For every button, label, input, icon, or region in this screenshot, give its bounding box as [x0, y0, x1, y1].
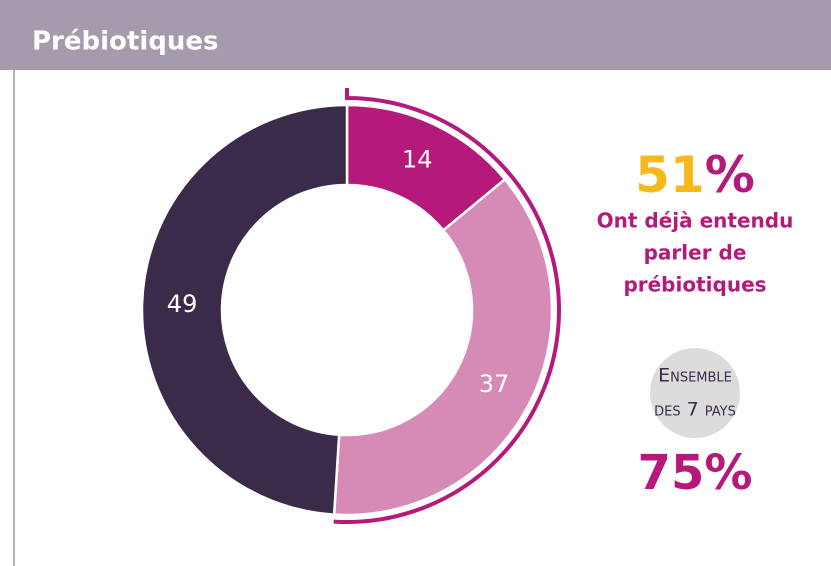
donut-segment: [332, 177, 554, 517]
highlight-arc: [333, 88, 561, 524]
headline-value: 51: [635, 146, 705, 204]
headline-unit: %: [705, 146, 755, 204]
headline-text: parler de: [644, 241, 747, 265]
headline-text: Ont déjà entendu: [597, 209, 794, 233]
globe-icon: [650, 348, 740, 438]
segment-label: 37: [479, 370, 510, 398]
overall-label: Ensemble: [658, 365, 732, 387]
headline: 51%: [635, 146, 755, 204]
chart-title: Prébiotiques: [32, 27, 218, 57]
donut-segment: [140, 103, 349, 516]
segment-label: 49: [167, 290, 198, 318]
donut: 14 37 49: [140, 88, 561, 524]
headline-text: prébiotiques: [623, 273, 766, 297]
segment-label: 14: [402, 146, 433, 174]
overall-unit: %: [704, 445, 752, 501]
overall-value: 75: [638, 445, 705, 501]
overall-label: des 7 pays: [654, 399, 736, 421]
header-bar: [0, 0, 831, 70]
overall: 75%: [638, 445, 753, 501]
